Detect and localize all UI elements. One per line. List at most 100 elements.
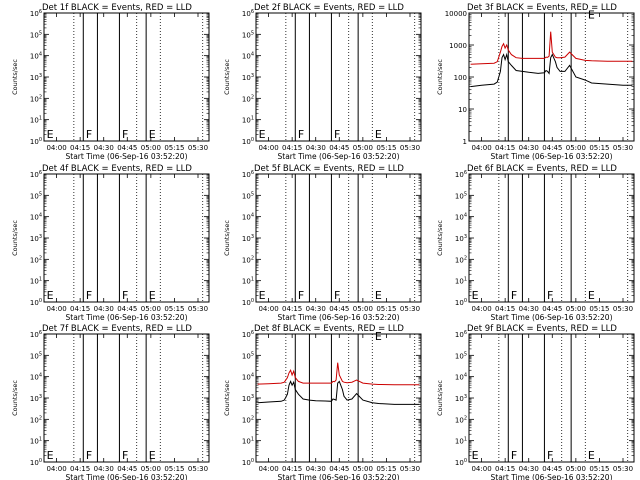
y-tick-label: 102 bbox=[455, 415, 467, 424]
chart-title: Det 1f BLACK = Events, RED = LLD bbox=[42, 3, 192, 13]
y-tick-label: 100 bbox=[30, 137, 42, 146]
y-tick-label: 104 bbox=[30, 373, 42, 382]
y-tick-label: 103 bbox=[455, 394, 467, 403]
segment-marker-label: E bbox=[588, 8, 595, 21]
x-tick-label: 04:15 bbox=[495, 305, 515, 313]
y-tick-label: 102 bbox=[242, 94, 254, 103]
x-tick-label: 04:00 bbox=[46, 144, 66, 152]
segment-marker-label: E bbox=[47, 449, 54, 462]
x-tick-label: 04:30 bbox=[306, 465, 326, 473]
chart-panel-4: Det 4f BLACK = Events, RED = LLD 04:00 04:… bbox=[11, 164, 210, 322]
chart-panel-9: Det 9f BLACK = Events, RED = LLD 04:00 04:… bbox=[436, 324, 635, 480]
plot-frame bbox=[255, 12, 422, 142]
y-tick-label: 102 bbox=[242, 415, 254, 424]
chart-title: Det 8f BLACK = Events, RED = LLD bbox=[254, 324, 404, 334]
segment-marker-label: F bbox=[298, 128, 304, 141]
x-tick-label: 05:30 bbox=[400, 305, 420, 313]
y-tick-label: 106 bbox=[455, 170, 467, 179]
y-axis-label: Counts/sec bbox=[223, 380, 231, 416]
y-tick-label: 102 bbox=[455, 255, 467, 264]
x-tick-label: 04:00 bbox=[46, 305, 66, 313]
y-tick-label: 103 bbox=[242, 394, 254, 403]
segment-marker-label: E bbox=[47, 289, 54, 302]
x-tick-label: 04:00 bbox=[46, 465, 66, 473]
segment-marker-label: F bbox=[86, 289, 92, 302]
x-tick-label: 04:00 bbox=[471, 465, 491, 473]
plot-frame bbox=[255, 333, 422, 463]
x-tick-label: 04:15 bbox=[282, 465, 302, 473]
plot-frame bbox=[255, 173, 422, 303]
y-tick-label: 103 bbox=[30, 234, 42, 243]
x-tick-label: 04:45 bbox=[542, 144, 562, 152]
plot-frame bbox=[43, 173, 210, 303]
series-line-2 bbox=[257, 362, 420, 386]
segment-marker-label: F bbox=[86, 128, 92, 141]
x-tick-label: 04:30 bbox=[519, 144, 539, 152]
x-tick-label: 04:45 bbox=[117, 305, 137, 313]
series-line-1 bbox=[257, 380, 420, 405]
y-axis-label: Counts/sec bbox=[223, 59, 231, 95]
x-axis-label: Start Time (06-Sep-16 03:52:20) bbox=[278, 473, 400, 480]
y-tick-label: 1 bbox=[463, 138, 467, 146]
y-tick-label: 101 bbox=[242, 116, 254, 125]
segment-marker-label: F bbox=[334, 289, 340, 302]
y-tick-label: 106 bbox=[30, 330, 42, 339]
y-tick-label: 101 bbox=[455, 277, 467, 286]
y-tick-label: 101 bbox=[242, 277, 254, 286]
x-tick-label: 04:30 bbox=[94, 144, 114, 152]
x-tick-label: 04:45 bbox=[117, 465, 137, 473]
y-tick-label: 106 bbox=[242, 9, 254, 18]
y-axis-label: Counts/sec bbox=[436, 380, 444, 416]
y-tick-label: 10 bbox=[458, 106, 467, 114]
x-tick-label: 04:15 bbox=[282, 144, 302, 152]
segment-marker-label: F bbox=[122, 128, 128, 141]
y-tick-label: 10000 bbox=[445, 10, 467, 18]
x-tick-label: 04:00 bbox=[471, 144, 491, 152]
y-tick-label: 106 bbox=[30, 170, 42, 179]
x-tick-label: 05:30 bbox=[188, 305, 208, 313]
x-tick-label: 05:30 bbox=[613, 144, 633, 152]
segment-marker-label: F bbox=[86, 449, 92, 462]
y-tick-label: 100 bbox=[30, 298, 42, 307]
series-line-2 bbox=[470, 31, 633, 65]
y-tick-label: 100 bbox=[30, 458, 42, 467]
x-tick-label: 04:00 bbox=[258, 305, 278, 313]
y-tick-label: 102 bbox=[242, 255, 254, 264]
y-tick-label: 103 bbox=[242, 73, 254, 82]
x-tick-label: 04:15 bbox=[70, 144, 90, 152]
x-tick-label: 04:45 bbox=[329, 305, 349, 313]
x-tick-label: 05:00 bbox=[141, 144, 161, 152]
y-tick-label: 104 bbox=[242, 213, 254, 222]
x-tick-label: 05:15 bbox=[164, 465, 184, 473]
segment-marker-label: F bbox=[547, 449, 553, 462]
segment-marker-label: E bbox=[375, 128, 382, 141]
y-tick-label: 105 bbox=[30, 191, 42, 200]
x-tick-label: 05:30 bbox=[400, 465, 420, 473]
y-axis-label: Counts/sec bbox=[11, 220, 19, 256]
segment-marker-label: E bbox=[259, 128, 266, 141]
x-tick-label: 05:00 bbox=[141, 305, 161, 313]
segment-marker-label: F bbox=[334, 128, 340, 141]
segment-marker-label: E bbox=[588, 449, 595, 462]
segment-marker-label: F bbox=[122, 289, 128, 302]
segment-marker-label: E bbox=[149, 128, 156, 141]
y-tick-label: 102 bbox=[30, 255, 42, 264]
segment-marker-label: F bbox=[122, 449, 128, 462]
x-tick-label: 05:15 bbox=[376, 305, 396, 313]
y-tick-label: 105 bbox=[455, 351, 467, 360]
y-tick-label: 106 bbox=[30, 9, 42, 18]
x-tick-label: 04:45 bbox=[117, 144, 137, 152]
x-tick-label: 05:00 bbox=[566, 305, 586, 313]
y-tick-label: 100 bbox=[455, 458, 467, 467]
y-tick-label: 100 bbox=[242, 298, 254, 307]
x-tick-label: 05:30 bbox=[400, 144, 420, 152]
y-tick-label: 100 bbox=[454, 74, 467, 82]
y-tick-label: 105 bbox=[30, 351, 42, 360]
y-tick-label: 104 bbox=[30, 52, 42, 61]
y-tick-label: 101 bbox=[30, 277, 42, 286]
x-axis-label: Start Time (06-Sep-16 03:52:20) bbox=[66, 313, 188, 322]
chart-title: Det 5f BLACK = Events, RED = LLD bbox=[254, 164, 404, 174]
chart-title: Det 3f BLACK = Events, RED = LLD bbox=[467, 3, 617, 13]
x-tick-label: 04:00 bbox=[258, 144, 278, 152]
